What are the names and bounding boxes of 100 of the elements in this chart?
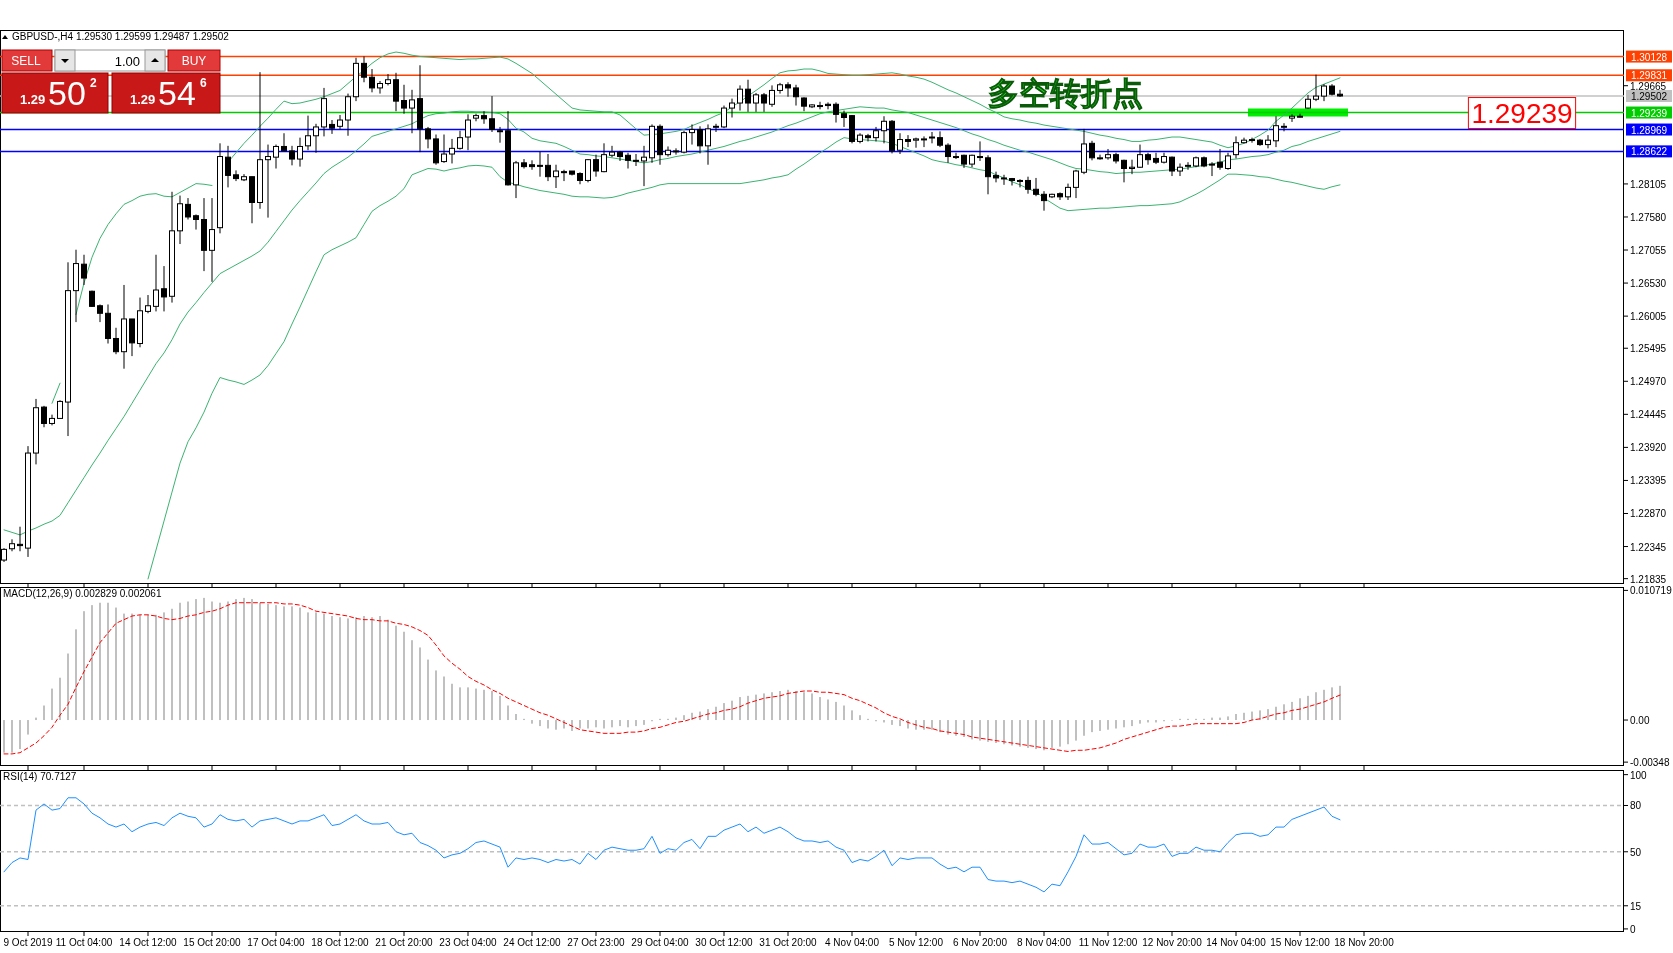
bar: [355, 617, 357, 721]
bar: [347, 618, 349, 721]
bar: [379, 616, 381, 721]
candlestick: [1057, 191, 1063, 201]
bar: [1107, 720, 1109, 730]
bar: [1131, 720, 1133, 727]
bar: [763, 693, 765, 721]
bar: [1043, 720, 1045, 751]
bar: [1059, 720, 1061, 747]
bar: [859, 715, 861, 721]
bar: [683, 715, 685, 721]
bar: [971, 720, 973, 740]
candlestick: [545, 153, 551, 182]
y-tick-label: 1.26530: [1630, 278, 1667, 290]
ref-line-label: 1.29831: [1630, 70, 1668, 82]
bar: [403, 631, 405, 721]
bar: [779, 691, 781, 721]
bar: [1267, 709, 1269, 721]
bar: [795, 691, 797, 721]
bar: [371, 617, 373, 721]
candlestick: [609, 145, 615, 158]
bar: [259, 602, 261, 721]
y-tick-label: 1.24445: [1630, 409, 1667, 421]
y-tick-label: 1.24970: [1630, 376, 1667, 388]
candlestick: [1009, 177, 1015, 186]
y-tick-label: -0.00348: [1630, 757, 1670, 769]
annotation: BUY: [181, 54, 207, 68]
bar: [1235, 713, 1237, 721]
chart-title: RSI(14) 70.7127: [3, 771, 77, 782]
bar: [995, 720, 997, 744]
candlestick: [705, 123, 711, 166]
candlestick: [1041, 190, 1047, 212]
bar: [267, 603, 269, 721]
candlestick: [113, 327, 119, 355]
bar: [203, 597, 205, 721]
bar: [27, 720, 29, 735]
candlestick: [593, 154, 599, 178]
x-tick-label: 18 Nov 20:00: [1334, 937, 1395, 948]
candlestick: [513, 160, 519, 199]
annotation: 1.29: [20, 92, 46, 107]
bar: [747, 695, 749, 721]
x-tick-label: 12 Nov 20:00: [1142, 937, 1203, 948]
annotation: 1.29: [130, 92, 156, 107]
candlestick: [737, 84, 743, 112]
bar: [603, 720, 605, 729]
bar: [107, 602, 109, 721]
bar: [99, 602, 101, 721]
ref-line-label: 1.30128: [1630, 51, 1668, 63]
bar: [1243, 712, 1245, 721]
y-tick-label: 1.28105: [1630, 178, 1667, 190]
candlestick: [1185, 161, 1191, 171]
bar: [723, 703, 725, 721]
candlestick: [1281, 122, 1287, 132]
candlestick: [689, 123, 695, 146]
candlestick: [1017, 178, 1023, 188]
y-tick-label: 1.23395: [1630, 475, 1667, 487]
candlestick: [1089, 140, 1095, 161]
bar: [19, 720, 21, 750]
candlestick: [953, 152, 959, 160]
candlestick: [929, 131, 935, 144]
candlestick: [305, 115, 311, 151]
bar: [411, 640, 413, 721]
bar: [987, 720, 989, 742]
ref-line-label: 1.29502: [1630, 90, 1668, 102]
bar: [43, 705, 45, 721]
candlestick: [897, 132, 903, 155]
bar: [139, 614, 141, 721]
bar: [91, 605, 93, 721]
bar: [187, 601, 189, 721]
candlestick: [729, 98, 735, 119]
y-tick-label: 1.22345: [1630, 541, 1667, 553]
bar: [619, 720, 621, 727]
bar: [1003, 720, 1005, 745]
candlestick: [1001, 174, 1007, 186]
candlestick: [297, 137, 303, 168]
line-series: [3, 797, 1341, 893]
bar: [963, 720, 965, 737]
bar: [923, 720, 925, 730]
candlestick: [833, 101, 839, 124]
candlestick: [265, 144, 271, 219]
bar: [363, 616, 365, 721]
x-tick-label: 4 Nov 04:00: [825, 937, 880, 948]
x-tick-label: 23 Oct 04:00: [439, 937, 498, 948]
bar: [443, 676, 445, 721]
bar: [947, 720, 949, 735]
candlestick: [865, 133, 871, 142]
bar: [851, 710, 853, 721]
x-tick-label: 14 Nov 04:00: [1206, 937, 1267, 948]
bar: [307, 612, 309, 721]
candlestick: [745, 79, 751, 113]
bar: [899, 720, 901, 727]
bar: [387, 619, 389, 721]
bar: [11, 720, 13, 753]
y-tick-label: 1.26005: [1630, 311, 1667, 323]
bar: [211, 601, 213, 721]
candlestick: [329, 119, 335, 135]
candlestick: [489, 95, 495, 133]
bar: [555, 720, 557, 730]
bar: [315, 612, 317, 721]
candlestick: [441, 134, 447, 164]
